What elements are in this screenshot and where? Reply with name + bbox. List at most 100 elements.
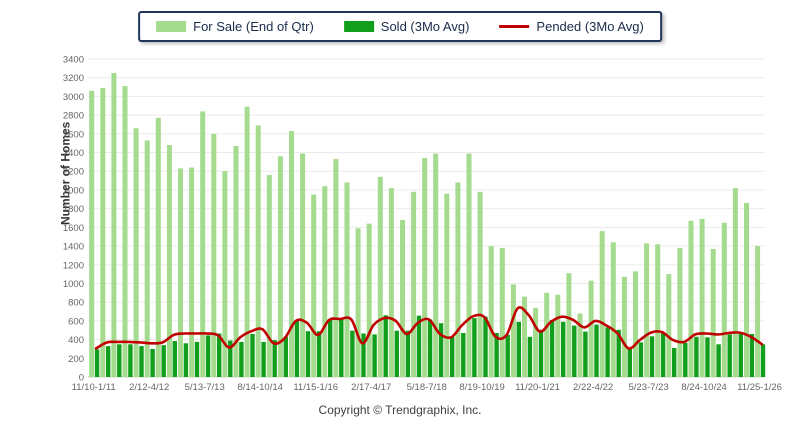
forsale-bar: [555, 294, 561, 377]
forsale-bar: [644, 243, 650, 377]
sold-bar: [250, 334, 255, 377]
sold-bar: [394, 330, 399, 377]
y-tick-label: 1400: [63, 242, 84, 253]
x-tick-label: 11/10-1/11: [72, 382, 116, 393]
forsale-bar: [344, 182, 350, 377]
forsale-bar: [122, 86, 128, 377]
x-tick-label: 5/18-7/18: [407, 382, 447, 393]
forsale-bar: [144, 140, 150, 377]
forsale-bar: [89, 90, 95, 378]
forsale-bar: [499, 247, 505, 377]
sold-bar: [361, 333, 366, 377]
forsale-bar: [610, 242, 616, 377]
forsale-bar: [133, 128, 139, 377]
x-tick-label: 5/23-7/23: [629, 382, 669, 393]
forsale-bar: [655, 244, 661, 377]
x-tick-label: 11/20-1/21: [515, 382, 560, 393]
forsale-bar: [588, 280, 594, 377]
x-tick-label: 11/15-1/16: [293, 382, 338, 393]
sold-bar: [261, 341, 266, 377]
forsale-bar: [200, 111, 206, 378]
forsale-bar: [222, 171, 228, 377]
sold-bar: [694, 336, 699, 377]
sold-bar: [94, 349, 100, 377]
y-tick-label: 1200: [63, 260, 84, 271]
sold-bar: [194, 341, 200, 377]
sold-bar: [461, 333, 466, 377]
forsale-bar: [255, 125, 261, 378]
forsale-bar: [388, 188, 394, 377]
forsale-bar: [533, 307, 539, 377]
forsale-bar: [166, 145, 172, 377]
sold-bar: [128, 344, 133, 377]
forsale-bar: [621, 276, 627, 377]
forsale-bar: [155, 117, 161, 378]
forsale-bar: [377, 176, 383, 377]
sold-bar: [228, 340, 233, 377]
forsale-bar: [411, 191, 417, 377]
forsale-bar: [677, 247, 683, 377]
legend-item-sold: Sold (3Mo Avg): [343, 19, 469, 34]
forsale-bar: [355, 228, 361, 377]
sold-bar: [239, 341, 244, 377]
forsale-bar: [666, 274, 672, 377]
x-tick-label: 11/25-1/26: [737, 382, 782, 393]
sold-bar: [472, 318, 477, 377]
forsale-bar: [233, 146, 239, 377]
sold-bar: [272, 340, 277, 377]
sold-swatch-icon: [343, 21, 374, 32]
sold-bar: [538, 329, 544, 377]
legend-item-for-sale: For Sale (End of Qtr): [156, 19, 314, 34]
sold-bar: [427, 319, 433, 377]
sold-bar: [139, 346, 144, 377]
forsale-bar: [322, 186, 328, 377]
legend-item-pended: Pended (3Mo Avg): [499, 19, 644, 34]
sold-bar: [494, 333, 499, 377]
sold-bar: [305, 331, 311, 377]
forsale-bar: [444, 193, 450, 377]
x-tick-label: 8/24-10/24: [681, 382, 726, 393]
sold-bar: [760, 344, 766, 377]
sold-bar: [339, 319, 344, 377]
sold-bar: [383, 315, 388, 377]
sold-bar: [316, 331, 322, 377]
sold-bar: [183, 343, 189, 377]
forsale-bar: [400, 219, 405, 377]
y-tick-label: 2800: [63, 111, 84, 122]
forsale-bar: [544, 292, 550, 377]
forsale-bar: [266, 175, 272, 377]
x-tick-label: 8/19-10/19: [459, 382, 504, 393]
forsale-bar: [488, 246, 494, 377]
y-tick-label: 0: [79, 373, 84, 384]
forsale-bar: [289, 131, 294, 377]
forsale-bar: [755, 246, 761, 377]
sold-bar: [483, 316, 488, 377]
sold-bar: [738, 333, 743, 377]
sold-bar: [328, 319, 333, 377]
sold-bar: [283, 336, 288, 377]
forsale-bar: [189, 167, 195, 377]
forsale-bar: [688, 220, 694, 377]
for-sale-swatch-icon: [156, 21, 187, 32]
forsale-bar: [311, 194, 317, 377]
forsale-bar: [422, 158, 428, 377]
y-tick-label: 200: [68, 354, 84, 365]
forsale-bar: [244, 106, 250, 377]
forsale-bar: [577, 313, 583, 377]
sold-bar: [350, 330, 355, 377]
sold-bar: [450, 336, 455, 377]
forsale-bar: [477, 191, 483, 377]
sold-bar: [616, 329, 621, 377]
sold-bar: [638, 342, 644, 377]
chart-legend: For Sale (End of Qtr) Sold (3Mo Avg) Pen…: [138, 11, 662, 42]
sold-bar: [117, 344, 122, 377]
forsale-bar: [333, 159, 339, 377]
pended-line: [94, 306, 764, 350]
x-tick-label: 2/12-4/12: [129, 382, 169, 393]
y-tick-label: 400: [68, 335, 84, 346]
forsale-bar: [111, 73, 117, 377]
forsale-bar: [100, 88, 106, 377]
y-tick-label: 1800: [63, 204, 84, 215]
forsale-bar: [455, 182, 461, 377]
